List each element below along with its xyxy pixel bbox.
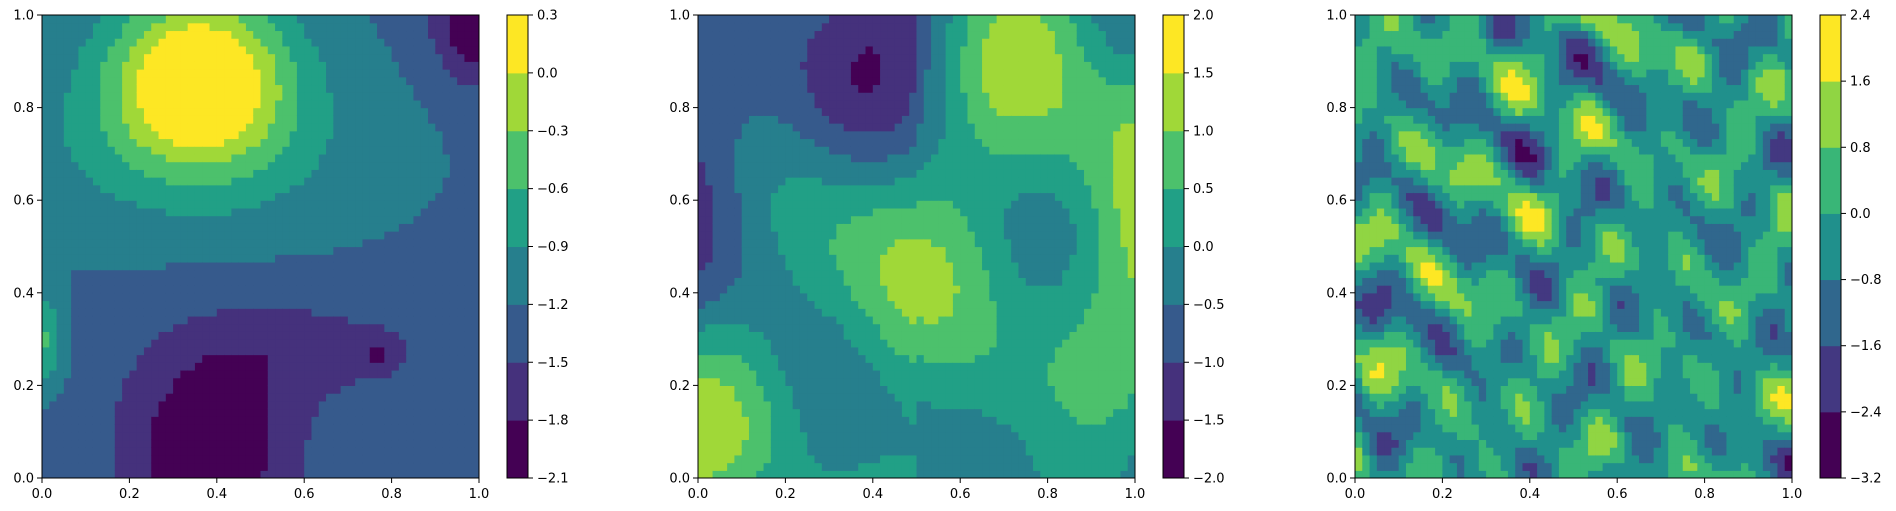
- axes-frame: [697, 14, 1136, 479]
- colorbar-tick-label: −2.4: [1850, 405, 1882, 420]
- x-tick-label: 1.0: [1125, 487, 1146, 502]
- x-tick-label: 0.2: [775, 487, 796, 502]
- x-tick-label: 0.2: [119, 487, 140, 502]
- colorbar-tick-label: −0.9: [537, 240, 569, 255]
- colorbar-tick-label: 0.5: [1193, 182, 1214, 197]
- colorbar-band: [507, 304, 528, 363]
- x-tick-label: 0.6: [1607, 487, 1628, 502]
- colorbar-tick-label: −0.8: [1850, 273, 1882, 288]
- y-tick-label: 0.8: [13, 101, 34, 116]
- x-tick-label: 0.4: [206, 487, 227, 502]
- x-tick-label: 1.0: [469, 487, 490, 502]
- y-tick-label: 0.2: [669, 379, 690, 394]
- y-tick-label: 0.6: [669, 194, 690, 209]
- colorbar-band: [1820, 279, 1841, 347]
- colorbar-band: [1820, 15, 1841, 82]
- colorbar-band: [1163, 420, 1184, 479]
- colorbar-band: [507, 130, 528, 190]
- y-tick-label: 0.4: [13, 286, 34, 301]
- contour-panel-1: 0.0 0.2 0.4 0.6 0.8 1.0 0.0 0.2 0.4 0.6 0.8 1.0 −2.1…: [13, 9, 568, 503]
- colorbar-band: [507, 72, 528, 132]
- colorbar-tick-label: 0.0: [1193, 240, 1214, 255]
- x-tick-label: 1.0: [1782, 487, 1803, 502]
- x-tick-label: 0.2: [1432, 487, 1453, 502]
- colorbar-band: [1820, 147, 1841, 214]
- contour-field: [698, 15, 1135, 478]
- colorbar-tick-label: 1.0: [1193, 124, 1214, 139]
- y-tick-label: 0.0: [1326, 472, 1347, 487]
- colorbar-tick-label: −2.0: [1193, 472, 1225, 487]
- colorbar-tick-label: −1.6: [1850, 339, 1882, 354]
- x-tick-label: 0.6: [950, 487, 971, 502]
- colorbar-tick-label: 2.0: [1193, 9, 1214, 24]
- colorbar-band: [1820, 411, 1841, 479]
- colorbar-tick-label: 0.0: [537, 66, 558, 81]
- colorbar-band: [507, 246, 528, 305]
- y-tick-label: 0.6: [1326, 194, 1347, 209]
- colorbar-tick-label: 1.6: [1850, 75, 1871, 90]
- x-tick-label: 0.8: [381, 487, 402, 502]
- y-tick-label: 0.0: [669, 472, 690, 487]
- x-tick-label: 0.4: [862, 487, 883, 502]
- colorbar: −2.1 −1.8 −1.5 −1.2 −0.9 −0.6 −0.3 0.0 0.3: [506, 9, 569, 487]
- colorbar-tick-label: −0.5: [1193, 298, 1225, 313]
- colorbar-band: [1163, 15, 1184, 74]
- colorbar-band: [507, 362, 528, 421]
- y-tick-label: 0.2: [1326, 379, 1347, 394]
- contour-panel-2: 0.0 0.2 0.4 0.6 0.8 1.00.00.20.40.60.81.0−2.0…: [669, 9, 1224, 503]
- colorbar-tick-label: −1.5: [1193, 414, 1225, 429]
- colorbar-tick-label: −1.2: [537, 298, 569, 313]
- axes-frame: [1354, 14, 1793, 479]
- y-tick-label: 0.4: [1326, 286, 1347, 301]
- colorbar-tick-label: 1.5: [1193, 66, 1214, 81]
- x-tick-label: 0.8: [1037, 487, 1058, 502]
- y-tick-label: 0.0: [13, 472, 34, 487]
- colorbar-tick-label: 0.0: [1850, 207, 1871, 222]
- y-tick-label: 0.4: [669, 286, 690, 301]
- colorbar-band: [507, 188, 528, 248]
- x-tick-label: 0.0: [688, 487, 709, 502]
- colorbar: −3.2 −2.4 −1.6 −0.8 0.0 0.8 1.6 2.4: [1819, 9, 1882, 487]
- colorbar-tick-label: −3.2: [1850, 472, 1882, 487]
- colorbar-band: [1163, 130, 1184, 190]
- colorbar-band: [507, 15, 528, 74]
- colorbar-tick-label: −1.0: [1193, 356, 1225, 371]
- contour-field: [1355, 15, 1792, 478]
- colorbar-band: [1820, 345, 1841, 413]
- colorbar-band: [507, 420, 528, 479]
- colorbar-tick-label: 0.3: [537, 9, 558, 24]
- y-tick-label: 0.8: [1326, 101, 1347, 116]
- y-tick-label: 1.0: [13, 9, 34, 24]
- x-tick-label: 0.8: [1694, 487, 1715, 502]
- colorbar-band: [1163, 188, 1184, 248]
- colorbar-frame: [1819, 14, 1842, 479]
- y-tick-label: 1.0: [1326, 9, 1347, 24]
- x-tick-label: 0.0: [1345, 487, 1366, 502]
- x-tick-label: 0.4: [1519, 487, 1540, 502]
- colorbar-tick-label: −0.3: [537, 124, 569, 139]
- colorbar-band: [1163, 304, 1184, 363]
- y-tick-label: 1.0: [669, 9, 690, 24]
- axes-frame: [41, 14, 480, 479]
- colorbar-band: [1820, 213, 1841, 281]
- colorbar-band: [1163, 246, 1184, 305]
- contour-field: [42, 15, 479, 478]
- colorbar-band: [1163, 362, 1184, 421]
- x-tick-label: 0.6: [294, 487, 315, 502]
- x-tick-label: 0.0: [32, 487, 53, 502]
- colorbar-tick-label: −2.1: [537, 472, 569, 487]
- y-tick-label: 0.8: [669, 101, 690, 116]
- y-tick-label: 0.6: [13, 194, 34, 209]
- colorbar-tick-label: −1.5: [537, 356, 569, 371]
- colorbar-tick-label: −0.6: [537, 182, 569, 197]
- colorbar-tick-label: 2.4: [1850, 9, 1871, 24]
- y-tick-label: 0.2: [13, 379, 34, 394]
- colorbar-band: [1163, 72, 1184, 132]
- colorbar-tick-label: −1.8: [537, 414, 569, 429]
- colorbar-band: [1820, 81, 1841, 148]
- colorbar: −2.0 −1.5 −1.0 −0.5 0.0 0.5 1.0 1.5 2.0: [1162, 9, 1225, 487]
- contour-panel-3: 0.0 0.2 0.4 0.6 0.8 1.0 0.0 0.2 0.4 0.6 0.8 1.0 −3.2…: [1326, 9, 1881, 503]
- colorbar-tick-label: 0.8: [1850, 141, 1871, 156]
